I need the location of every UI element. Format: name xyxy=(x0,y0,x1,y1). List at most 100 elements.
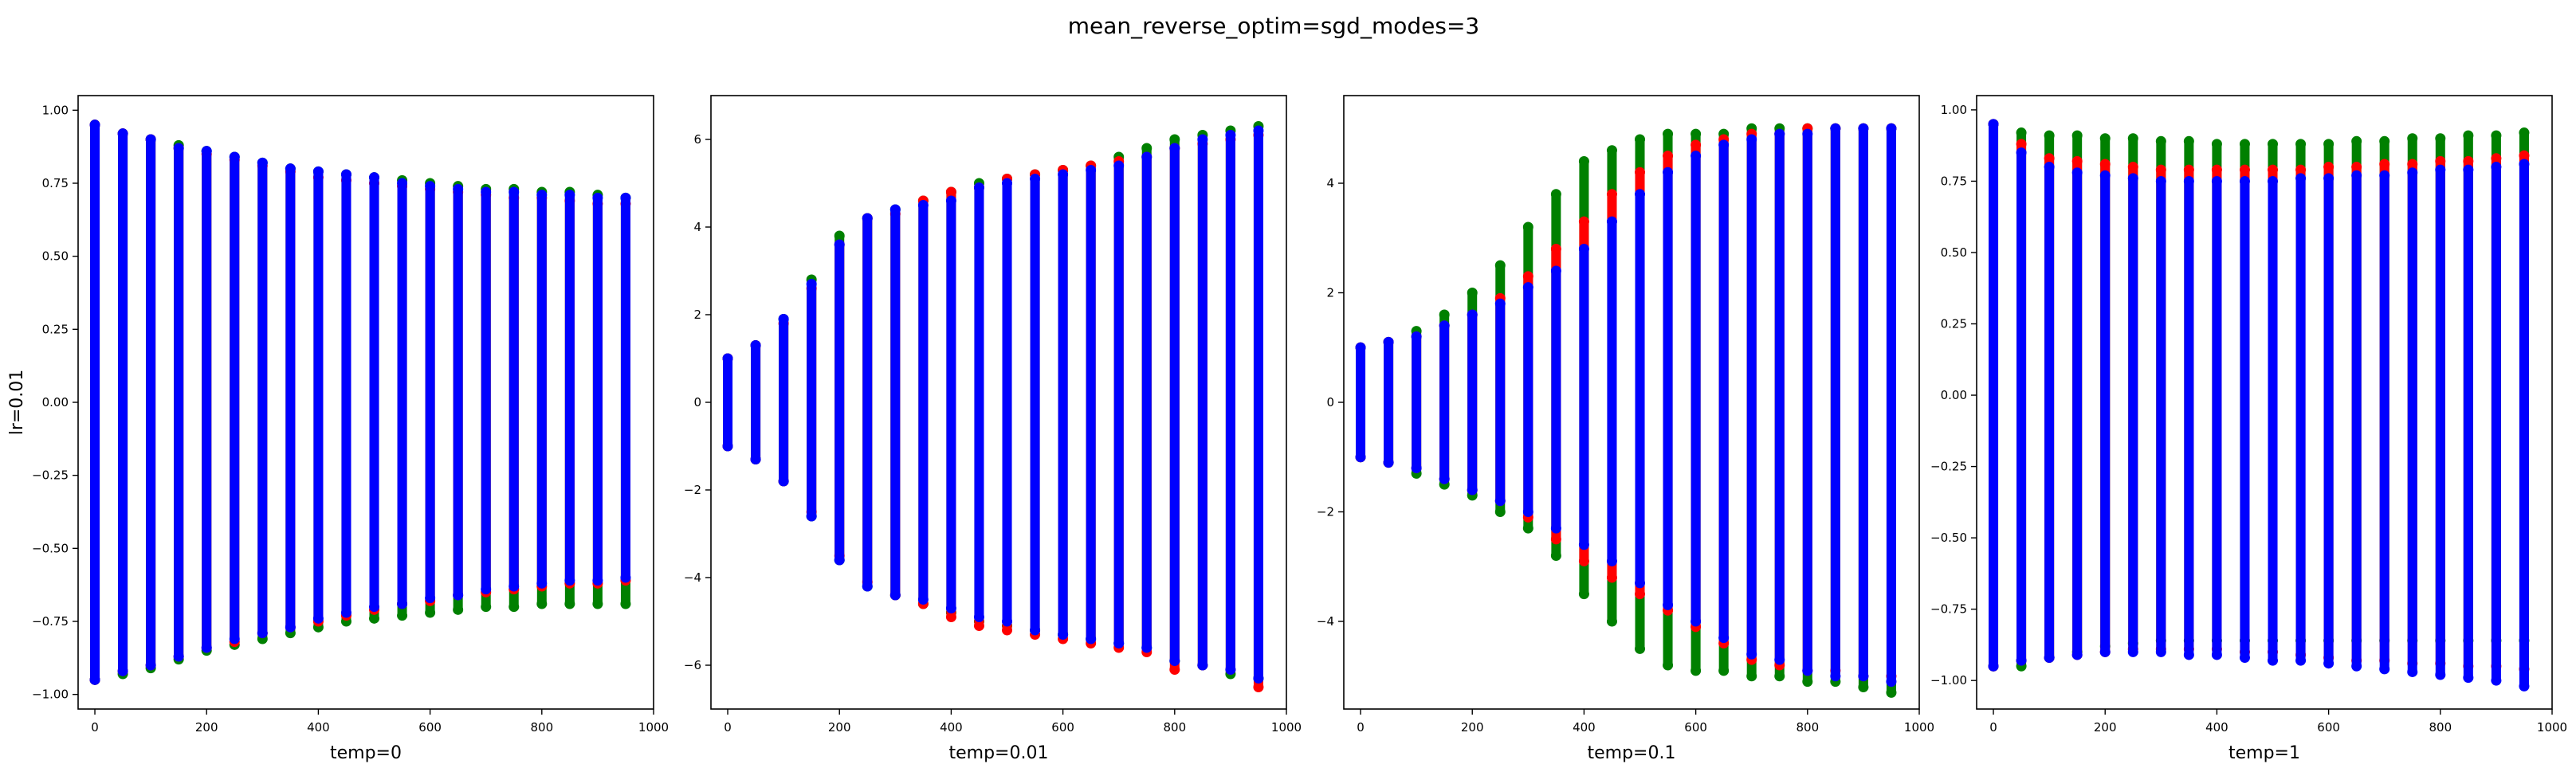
data-point-red xyxy=(1550,244,1561,254)
y-tick-label: 4 xyxy=(1326,176,1334,190)
y-tick-label: 1.00 xyxy=(1941,103,1967,117)
data-point-blue xyxy=(2268,655,2279,666)
y-tick-label: 0.25 xyxy=(1941,317,1967,331)
x-tick-label: 200 xyxy=(828,720,851,735)
data-point-green xyxy=(1494,260,1506,271)
data-point-green xyxy=(1635,134,1646,145)
data-point-blue xyxy=(453,183,464,194)
data-point-blue xyxy=(1522,507,1533,517)
data-point-green xyxy=(2127,133,2138,144)
data-point-red xyxy=(2239,164,2250,175)
data-point-blue xyxy=(722,353,733,364)
data-point-blue xyxy=(1439,473,1450,484)
data-point-blue xyxy=(1467,484,1478,496)
data-point-blue xyxy=(917,594,929,605)
series-blue xyxy=(1355,123,1897,688)
x-axis-ticks: 0 200 400 600 800 1000 xyxy=(724,709,1302,735)
data-point-green xyxy=(1439,309,1450,320)
data-point-blue xyxy=(945,195,956,206)
y-tick-label: −2 xyxy=(684,483,701,497)
data-point-blue xyxy=(1988,119,1999,130)
data-point-blue xyxy=(2071,649,2083,660)
data-point-green xyxy=(834,230,845,241)
x-tick-label: 800 xyxy=(1163,720,1186,735)
data-point-blue xyxy=(592,575,603,586)
data-point-green xyxy=(2183,135,2194,147)
data-point-blue xyxy=(1141,151,1153,163)
data-point-blue xyxy=(1746,134,1757,145)
data-point-blue xyxy=(620,192,631,203)
y-tick-label: −0.75 xyxy=(1930,602,1967,617)
y-tick-label: 2 xyxy=(693,308,701,322)
data-point-blue xyxy=(1439,320,1450,331)
data-point-blue xyxy=(862,213,873,224)
data-point-blue xyxy=(173,143,184,154)
data-point-green xyxy=(509,601,520,613)
data-point-blue xyxy=(425,181,436,192)
data-point-green xyxy=(1522,221,1533,233)
x-tick-label: 1000 xyxy=(2537,720,2567,735)
y-tick-label: 0.50 xyxy=(42,249,69,264)
data-point-green xyxy=(1774,671,1785,682)
data-point-blue xyxy=(564,190,575,201)
data-point-blue xyxy=(917,200,929,210)
data-point-blue xyxy=(201,642,212,653)
data-marks xyxy=(89,119,631,685)
data-point-blue xyxy=(2519,680,2530,692)
data-point-blue xyxy=(173,651,184,662)
data-point-blue xyxy=(945,603,956,613)
data-point-blue xyxy=(1550,265,1561,276)
data-point-blue xyxy=(285,621,296,633)
data-point-blue xyxy=(1253,125,1264,136)
x-tick-label: 800 xyxy=(530,720,553,735)
data-point-green xyxy=(2099,133,2111,144)
data-point-blue xyxy=(806,511,817,522)
data-point-blue xyxy=(2127,646,2138,657)
data-point-blue xyxy=(1002,178,1013,189)
data-point-blue xyxy=(2239,175,2250,186)
data-point-blue xyxy=(1355,452,1366,463)
data-marks xyxy=(1355,123,1897,698)
data-point-blue xyxy=(2407,167,2418,178)
series-blue xyxy=(722,125,1264,684)
data-point-blue xyxy=(973,612,984,622)
data-point-blue xyxy=(1774,654,1785,665)
data-point-green xyxy=(369,613,380,624)
data-point-red xyxy=(2183,164,2194,175)
data-point-green xyxy=(2435,133,2446,144)
data-point-green xyxy=(1169,134,1180,145)
data-point-green xyxy=(2491,130,2502,141)
data-point-blue xyxy=(1606,216,1617,227)
data-point-green xyxy=(2211,139,2222,150)
y-tick-label: 0.00 xyxy=(1941,388,1967,402)
data-point-blue xyxy=(1830,123,1841,134)
data-point-red xyxy=(945,186,956,198)
data-point-green xyxy=(2016,127,2027,139)
data-point-green xyxy=(2295,139,2307,150)
data-point-green xyxy=(536,598,548,609)
y-tick-label: −6 xyxy=(684,658,701,672)
subplot-temp-1: 0 200 400 600 800 1000 −1.00 −0.75 −0.50 −0.25 0.0… xyxy=(1930,95,2567,763)
data-point-green xyxy=(2407,133,2418,144)
data-point-red xyxy=(1253,682,1264,692)
data-point-blue xyxy=(1058,169,1069,180)
data-point-blue xyxy=(536,578,548,589)
data-point-blue xyxy=(1718,633,1730,644)
data-point-blue xyxy=(2519,159,2530,170)
x-axis-ticks: 0 200 400 600 800 1000 xyxy=(1357,709,1934,735)
data-point-blue xyxy=(2127,173,2138,184)
data-point-red xyxy=(1635,167,1646,178)
data-point-red xyxy=(2491,153,2502,164)
x-tick-label: 0 xyxy=(1357,720,1365,735)
data-point-red xyxy=(1578,216,1589,227)
y-tick-label: 0 xyxy=(1326,395,1334,409)
data-point-green xyxy=(397,610,408,621)
data-point-green xyxy=(1522,523,1533,534)
subplot-temp-0.01: 0 200 400 600 800 1000 −6 −4 −2 0 2 4 6 temp=0.01 xyxy=(684,95,1302,763)
data-point-red xyxy=(1663,151,1674,162)
data-point-blue xyxy=(1225,664,1236,675)
data-point-blue xyxy=(2351,660,2362,672)
data-point-blue xyxy=(369,601,380,613)
data-point-red xyxy=(2127,162,2138,173)
data-point-blue xyxy=(1522,282,1533,293)
